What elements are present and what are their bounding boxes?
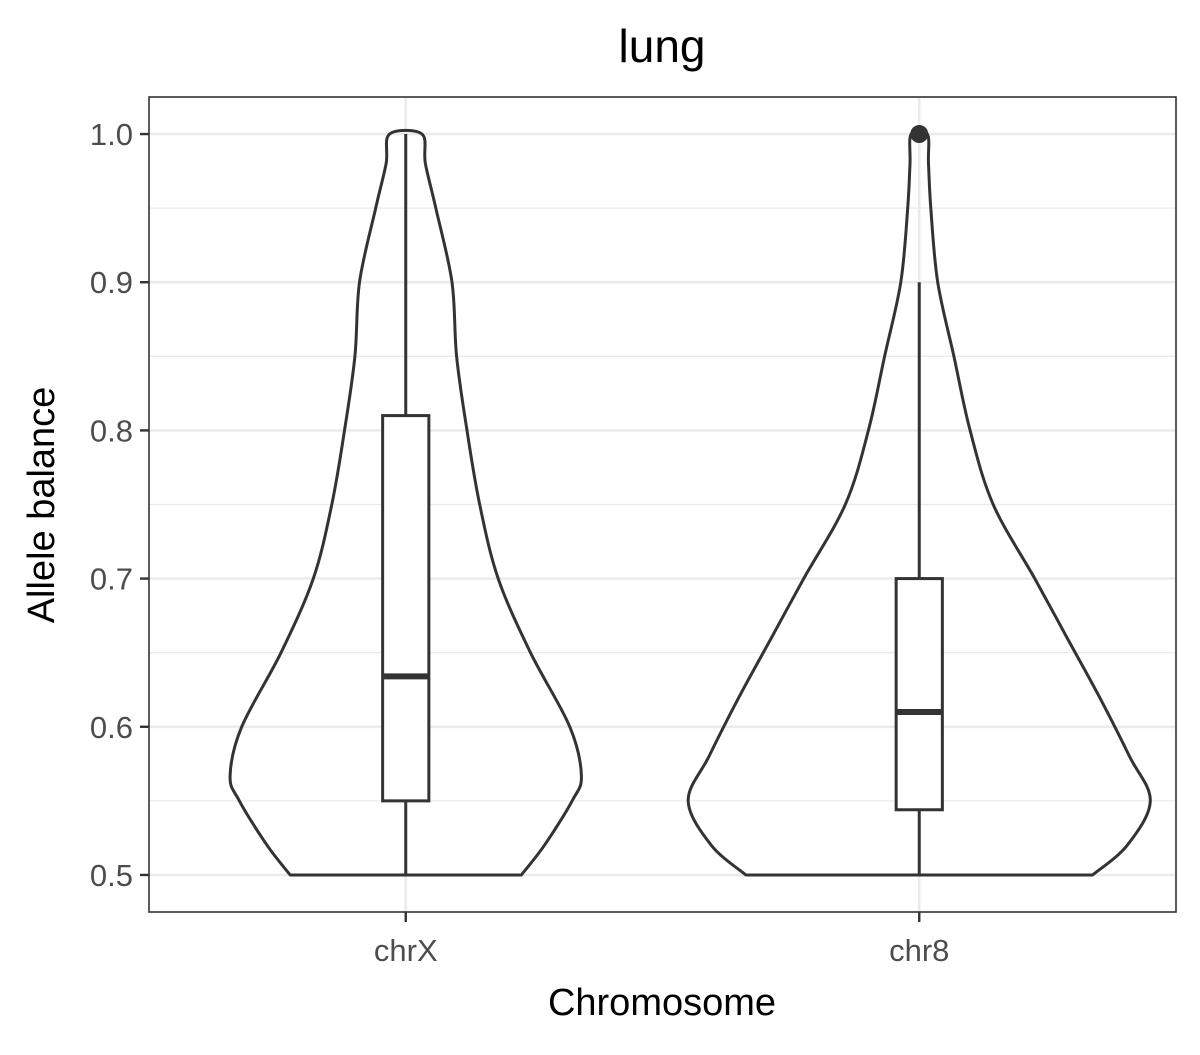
- x-tick-label: chrX: [374, 933, 438, 968]
- plot-panel-border: [148, 96, 1177, 913]
- axes: 0.5 0.6 0.7 0.8 0.9 1.0 chrX chr8: [90, 117, 950, 968]
- y-tick-label: 0.5: [90, 858, 133, 893]
- box-chrX: [381, 414, 431, 803]
- x-tick-label: chr8: [889, 933, 949, 968]
- grid-lines: [149, 97, 1176, 912]
- x-axis-title: Chromosome: [548, 982, 776, 1024]
- chart-title: lung: [619, 20, 706, 72]
- box-chr8: [894, 577, 944, 812]
- y-tick-label: 0.6: [90, 710, 133, 745]
- outlier-point-chr8: [910, 125, 929, 144]
- y-tick-label: 0.8: [90, 413, 133, 448]
- y-axis-title: Allele balance: [21, 387, 63, 624]
- boxplots: [381, 125, 944, 875]
- y-tick-label: 0.9: [90, 265, 133, 300]
- y-tick-label: 0.7: [90, 562, 133, 597]
- violin-chrX: [228, 128, 583, 877]
- y-tick-label: 1.0: [90, 117, 133, 152]
